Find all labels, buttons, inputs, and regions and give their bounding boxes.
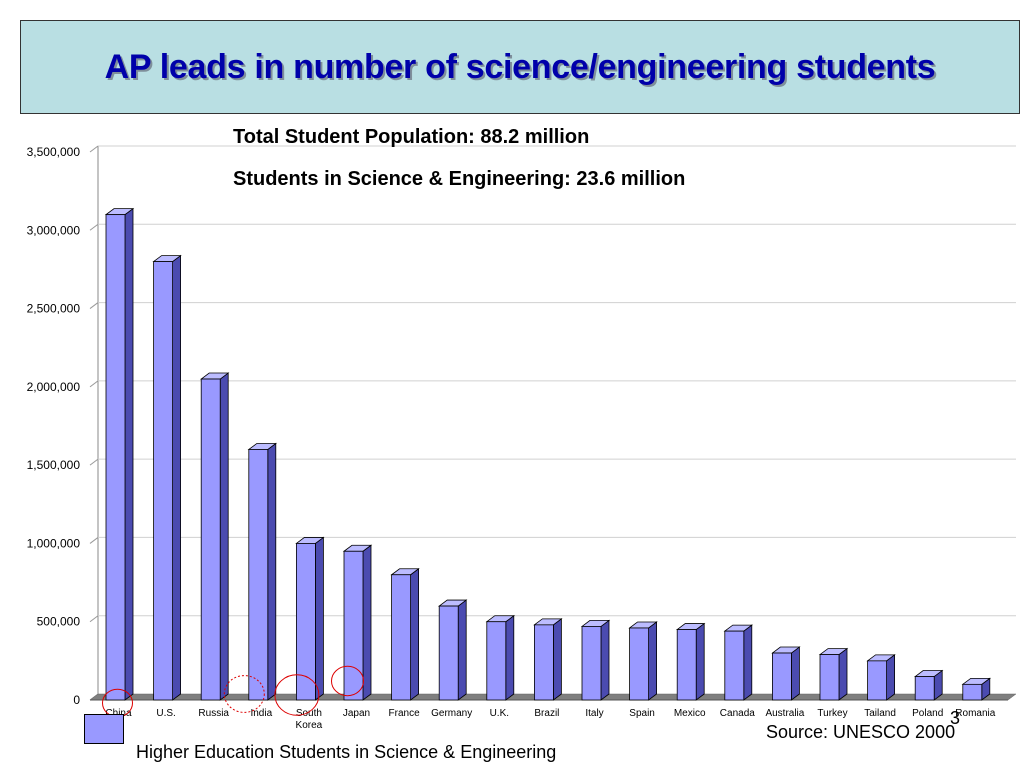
bar	[391, 574, 412, 701]
source-note: Source: UNESCO 2000	[766, 722, 956, 742]
gridline-depth	[89, 458, 99, 466]
x-tick-label: Mexico	[674, 708, 706, 719]
x-tick-label: U.K.	[490, 708, 509, 719]
gridline-depth	[89, 615, 99, 623]
bar	[724, 630, 745, 701]
bar-side	[838, 647, 848, 701]
science-engineering-subtitle: Students in Science & Engineering: 23.6 …	[233, 168, 686, 190]
bar	[248, 449, 269, 701]
gridline-depth	[89, 380, 99, 388]
y-tick-label: 3,500,000	[27, 145, 81, 159]
legend-label: Higher Education Students in Science & E…	[136, 742, 557, 762]
total-population-subtitle: Total Student Population: 88.2 million	[233, 126, 590, 148]
bar	[819, 654, 840, 701]
bar	[534, 624, 554, 701]
bar	[343, 550, 364, 701]
bar-side	[886, 654, 895, 701]
bar	[153, 261, 174, 701]
y-tick-label: 1,000,000	[27, 536, 81, 550]
bar	[581, 626, 602, 701]
legend-swatch	[84, 714, 124, 744]
y-tick-label: 1,500,000	[27, 458, 81, 472]
bar	[772, 652, 792, 701]
y-tick-label: 2,500,000	[27, 302, 81, 316]
gridline-depth	[89, 223, 99, 231]
slide-title: AP leads in number of science/engineerin…	[104, 47, 936, 86]
bar-side	[457, 599, 467, 701]
bar-side	[695, 622, 705, 701]
bar-side	[648, 621, 657, 701]
x-tick-label: Australia	[765, 708, 804, 719]
x-tick-label: Canada	[720, 708, 755, 719]
bar	[105, 214, 126, 701]
bar-side	[410, 567, 420, 701]
bar-side	[219, 372, 229, 701]
bar-side	[362, 544, 372, 701]
bar-side	[743, 624, 753, 701]
bar	[962, 683, 983, 701]
highlight-circle	[274, 674, 320, 716]
highlight-circle	[223, 675, 265, 713]
bar-side	[267, 442, 277, 701]
gridline-depth	[89, 537, 99, 544]
bar	[676, 629, 697, 701]
bar-side	[553, 618, 562, 701]
x-tick-label: Germany	[431, 708, 472, 719]
y-tick-label: 500,000	[37, 615, 81, 629]
y-tick-label: 0	[73, 693, 80, 707]
y-tick-label: 2,000,000	[27, 380, 81, 394]
gridline-depth	[89, 302, 99, 309]
x-tick-label: Tailand	[864, 708, 896, 719]
x-tick-label: South Korea	[296, 708, 323, 731]
x-tick-label: Italy	[585, 708, 603, 719]
bar	[629, 627, 649, 701]
x-tick-label: China	[105, 708, 132, 719]
bar	[914, 676, 935, 701]
x-tick-label: Russia	[198, 708, 229, 719]
x-tick-label: France	[389, 708, 421, 719]
bar-side	[600, 619, 610, 701]
x-tick-label: India	[250, 708, 272, 719]
x-tick-label: Romania	[955, 708, 995, 719]
title-banner: AP leads in number of science/engineerin…	[20, 20, 1020, 114]
bar	[438, 605, 459, 701]
bar	[200, 378, 221, 701]
bar	[486, 621, 507, 701]
bar	[295, 543, 316, 701]
x-tick-label: Brazil	[534, 708, 559, 719]
page-number: 3	[950, 708, 961, 728]
x-tick-label: U.S.	[156, 708, 175, 719]
y-tick-label: 3,000,000	[27, 223, 81, 237]
bar-side	[791, 646, 800, 701]
bar-side	[314, 536, 324, 701]
gridline-depth	[89, 145, 99, 153]
bar-side	[505, 614, 515, 701]
bar-side	[172, 254, 182, 701]
x-tick-label: Japan	[343, 708, 370, 719]
highlight-circle	[331, 665, 364, 697]
x-tick-label: Spain	[629, 708, 655, 719]
bar	[867, 660, 887, 701]
x-tick-label: Poland	[912, 708, 943, 719]
bar-side	[124, 207, 134, 701]
x-tick-label: Turkey	[817, 708, 847, 719]
